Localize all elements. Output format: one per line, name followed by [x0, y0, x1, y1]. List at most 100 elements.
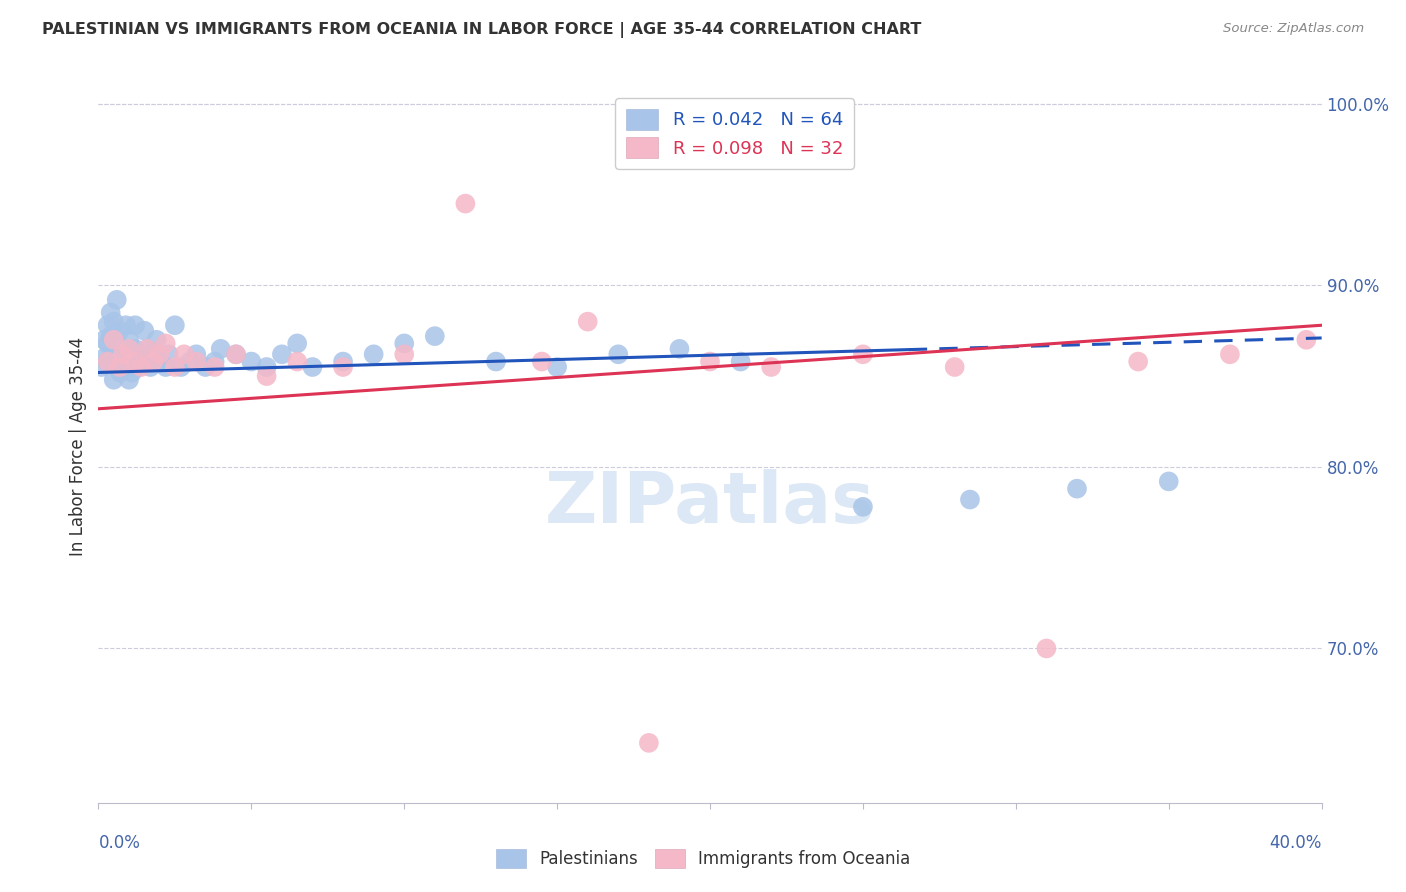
Point	[285, 354, 308, 368]
Point	[163, 318, 186, 333]
Point	[943, 359, 966, 374]
Point	[1066, 482, 1088, 496]
Point	[145, 333, 167, 347]
Point	[852, 347, 875, 361]
Point	[485, 354, 508, 368]
Point	[204, 354, 226, 368]
Point	[93, 351, 115, 365]
Point	[134, 324, 156, 338]
Point	[118, 333, 141, 347]
Point	[852, 500, 875, 514]
Point	[103, 333, 125, 347]
Point	[97, 336, 120, 351]
Point	[142, 347, 165, 361]
Point	[129, 359, 152, 374]
Legend: Palestinians, Immigrants from Oceania: Palestinians, Immigrants from Oceania	[489, 842, 917, 875]
Y-axis label: In Labor Force | Age 35-44: In Labor Force | Age 35-44	[69, 336, 87, 556]
Point	[93, 333, 115, 347]
Point	[118, 359, 141, 374]
Point	[225, 347, 247, 361]
Point	[607, 347, 630, 361]
Point	[115, 347, 138, 361]
Point	[256, 359, 278, 374]
Point	[209, 342, 232, 356]
Point	[157, 347, 180, 361]
Point	[97, 354, 120, 368]
Point	[139, 359, 162, 374]
Point	[186, 354, 208, 368]
Point	[392, 347, 416, 361]
Point	[163, 359, 186, 374]
Point	[105, 293, 128, 307]
Point	[730, 354, 752, 368]
Text: 40.0%: 40.0%	[1270, 834, 1322, 852]
Point	[124, 342, 146, 356]
Point	[105, 347, 128, 361]
Point	[103, 315, 125, 329]
Point	[115, 318, 138, 333]
Point	[363, 347, 385, 361]
Point	[121, 366, 143, 380]
Point	[142, 354, 165, 368]
Point	[155, 336, 177, 351]
Point	[136, 342, 159, 356]
Point	[124, 354, 146, 368]
Text: Source: ZipAtlas.com: Source: ZipAtlas.com	[1223, 22, 1364, 36]
Point	[332, 359, 354, 374]
Point	[170, 359, 193, 374]
Point	[1128, 354, 1150, 368]
Point	[124, 318, 146, 333]
Text: 0.0%: 0.0%	[98, 834, 141, 852]
Point	[204, 359, 226, 374]
Point	[332, 354, 354, 368]
Point	[668, 342, 690, 356]
Point	[285, 336, 308, 351]
Point	[225, 347, 247, 361]
Point	[179, 354, 201, 368]
Point	[134, 354, 156, 368]
Point	[100, 305, 122, 319]
Legend: R = 0.042   N = 64, R = 0.098   N = 32: R = 0.042 N = 64, R = 0.098 N = 32	[614, 98, 853, 169]
Point	[270, 347, 292, 361]
Point	[454, 196, 477, 211]
Point	[149, 354, 172, 368]
Point	[530, 354, 553, 368]
Point	[136, 342, 159, 356]
Point	[1157, 475, 1180, 489]
Point	[173, 347, 195, 361]
Point	[103, 373, 125, 387]
Point	[111, 347, 134, 361]
Point	[759, 359, 782, 374]
Point	[111, 342, 134, 356]
Point	[155, 359, 177, 374]
Point	[118, 373, 141, 387]
Text: ZIPatlas: ZIPatlas	[546, 468, 875, 538]
Point	[97, 318, 120, 333]
Point	[118, 342, 141, 356]
Point	[1219, 347, 1241, 361]
Point	[1035, 641, 1057, 656]
Point	[108, 324, 131, 338]
Point	[1295, 333, 1317, 347]
Point	[108, 359, 131, 374]
Point	[392, 336, 416, 351]
Point	[121, 347, 143, 361]
Point	[256, 369, 278, 384]
Point	[546, 359, 568, 374]
Point	[637, 736, 661, 750]
Point	[149, 347, 172, 361]
Point	[103, 347, 125, 361]
Point	[100, 329, 122, 343]
Text: PALESTINIAN VS IMMIGRANTS FROM OCEANIA IN LABOR FORCE | AGE 35-44 CORRELATION CH: PALESTINIAN VS IMMIGRANTS FROM OCEANIA I…	[42, 22, 921, 38]
Point	[111, 359, 134, 374]
Point	[108, 366, 131, 380]
Point	[129, 347, 152, 361]
Point	[423, 329, 446, 343]
Point	[959, 492, 981, 507]
Point	[576, 315, 599, 329]
Point	[240, 354, 263, 368]
Point	[186, 347, 208, 361]
Point	[97, 354, 120, 368]
Point	[90, 359, 112, 374]
Point	[194, 359, 217, 374]
